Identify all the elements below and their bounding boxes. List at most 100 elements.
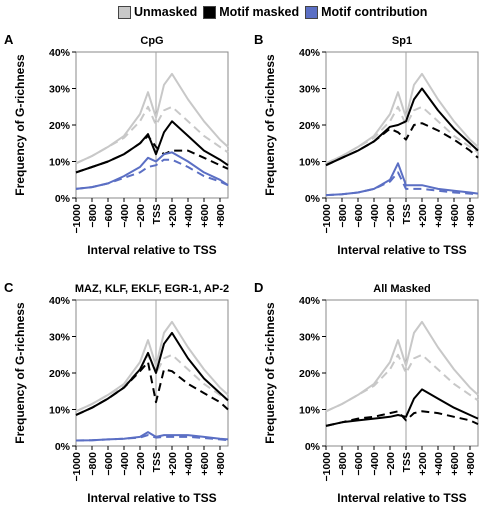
x-tick-label: +600 [449, 452, 461, 476]
series-line-motif-masked-solid [75, 120, 229, 174]
series-line-motif-masked-dashed [325, 122, 479, 167]
plot-frame [325, 299, 479, 447]
x-tick-label: +600 [199, 452, 211, 476]
y-tick-label: 20% [49, 120, 71, 132]
legend-swatch-motif-contribution [305, 5, 319, 19]
panel-d: D All Masked 0% 10% 20% 30% 40% −1000 −800 −600 −4… [254, 280, 479, 505]
y-tick-label: 20% [49, 368, 71, 380]
y-tick-label: 30% [49, 84, 71, 96]
panel-letter: B [254, 32, 263, 47]
x-tick-label: +800 [215, 452, 227, 476]
series-line-motif-masked-solid [325, 388, 479, 427]
x-tick-label: −1000 [321, 452, 333, 482]
series-line-unmasked-dashed [325, 353, 479, 413]
x-tick-label: −600 [353, 204, 365, 228]
plot-frame [75, 299, 229, 447]
series-line-unmasked-solid [75, 320, 229, 413]
x-tick-label: +200 [167, 452, 179, 476]
y-tick-label: 10% [299, 157, 321, 169]
legend-swatch-motif-masked [203, 5, 217, 19]
x-tick-label: TSS [401, 204, 413, 224]
x-tick-label: −200 [135, 204, 147, 228]
x-tick-label: +600 [449, 204, 461, 228]
x-tick-label: −400 [369, 204, 381, 228]
x-tick-label: +800 [465, 204, 477, 228]
y-axis-label: Frequency of G-richness [263, 302, 277, 444]
series-line-motif-masked-dashed [75, 134, 229, 174]
series-line-motif-masked-solid [325, 87, 479, 167]
y-tick-label: 30% [299, 84, 321, 96]
x-axis-label: Interval relative to TSS [87, 491, 216, 505]
x-tick-label: −200 [135, 452, 147, 476]
panel-b: B Sp1 0% 10% 20% 30% 40% −1000 −800 −600 −400 −200 T… [254, 32, 479, 257]
x-tick-label: +200 [417, 452, 429, 476]
x-tick-label: −1000 [71, 452, 83, 482]
legend-swatch-unmasked [118, 5, 131, 19]
y-tick-label: 20% [299, 120, 321, 132]
x-tick-label: −600 [353, 452, 365, 476]
series-line-unmasked-solid [325, 72, 479, 165]
x-tick-label: −800 [337, 204, 349, 228]
x-tick-label: +400 [183, 204, 195, 228]
y-tick-label: 0% [55, 193, 71, 205]
y-tick-label: 40% [49, 47, 71, 59]
legend-item-unmasked: Unmasked [118, 5, 197, 19]
x-tick-label: TSS [401, 452, 413, 472]
x-tick-label: −800 [337, 452, 349, 476]
x-tick-label: −1000 [321, 204, 333, 234]
panel-letter: A [4, 32, 14, 47]
x-tick-label: −800 [87, 452, 99, 476]
series-line-unmasked-dashed [325, 105, 479, 165]
y-tick-label: 10% [49, 157, 71, 169]
x-tick-label: +200 [417, 204, 429, 228]
series-line-motif-contribution-dashed [75, 158, 229, 190]
y-tick-label: 30% [299, 332, 321, 344]
series-line-unmasked-solid [75, 72, 229, 165]
plot-frame [75, 51, 229, 199]
x-tick-label: +600 [199, 204, 211, 228]
panel-letter: C [4, 280, 14, 295]
y-tick-label: 0% [305, 193, 321, 205]
series-line-motif-contribution-dashed [75, 434, 229, 442]
legend: Unmasked Motif masked Motif contribution [118, 2, 427, 22]
x-axis-label: Interval relative to TSS [87, 243, 216, 257]
x-tick-label: +400 [433, 452, 445, 476]
y-axis-label: Frequency of G-richness [263, 54, 277, 196]
x-tick-label: −600 [103, 452, 115, 476]
x-tick-label: +800 [465, 452, 477, 476]
y-tick-label: 0% [305, 441, 321, 453]
series-line-motif-contribution-dashed [325, 171, 479, 197]
y-tick-label: 10% [49, 405, 71, 417]
series-line-unmasked-dashed [75, 353, 229, 413]
panel-title: CpG [140, 35, 163, 47]
x-tick-label: −200 [385, 204, 397, 228]
y-tick-label: 40% [299, 47, 321, 59]
legend-item-motif-masked: Motif masked [203, 5, 299, 19]
series-line-motif-masked-solid [75, 331, 229, 416]
x-tick-label: −800 [87, 204, 99, 228]
panel-title: MAZ, KLF, EKLF, EGR-1, AP-2 [75, 283, 229, 295]
y-tick-label: 0% [55, 441, 71, 453]
series-line-unmasked-dashed [75, 105, 229, 165]
panel-c: C MAZ, KLF, EKLF, EGR-1, AP-2 0% 10% 20% 30% 4… [4, 280, 229, 505]
y-tick-label: 40% [49, 295, 71, 307]
y-axis-label: Frequency of G-richness [13, 54, 27, 196]
x-axis-label: Interval relative to TSS [337, 243, 466, 257]
legend-label-unmasked: Unmasked [134, 5, 198, 19]
series-line-motif-contribution-solid [75, 431, 229, 442]
x-tick-label: −1000 [71, 204, 83, 234]
legend-label-motif-masked: Motif masked [219, 5, 300, 19]
y-tick-label: 20% [299, 368, 321, 380]
series-line-motif-contribution-solid [325, 162, 479, 197]
x-tick-label: −400 [369, 452, 381, 476]
x-tick-label: −400 [119, 204, 131, 228]
series-line-motif-masked-dashed [75, 361, 229, 416]
y-tick-label: 10% [299, 405, 321, 417]
y-tick-label: 30% [49, 332, 71, 344]
series-line-unmasked-solid [325, 320, 479, 413]
legend-item-motif-contribution: Motif contribution [305, 5, 427, 19]
x-tick-label: +800 [215, 204, 227, 228]
x-tick-label: TSS [151, 452, 163, 472]
x-tick-label: +400 [433, 204, 445, 228]
